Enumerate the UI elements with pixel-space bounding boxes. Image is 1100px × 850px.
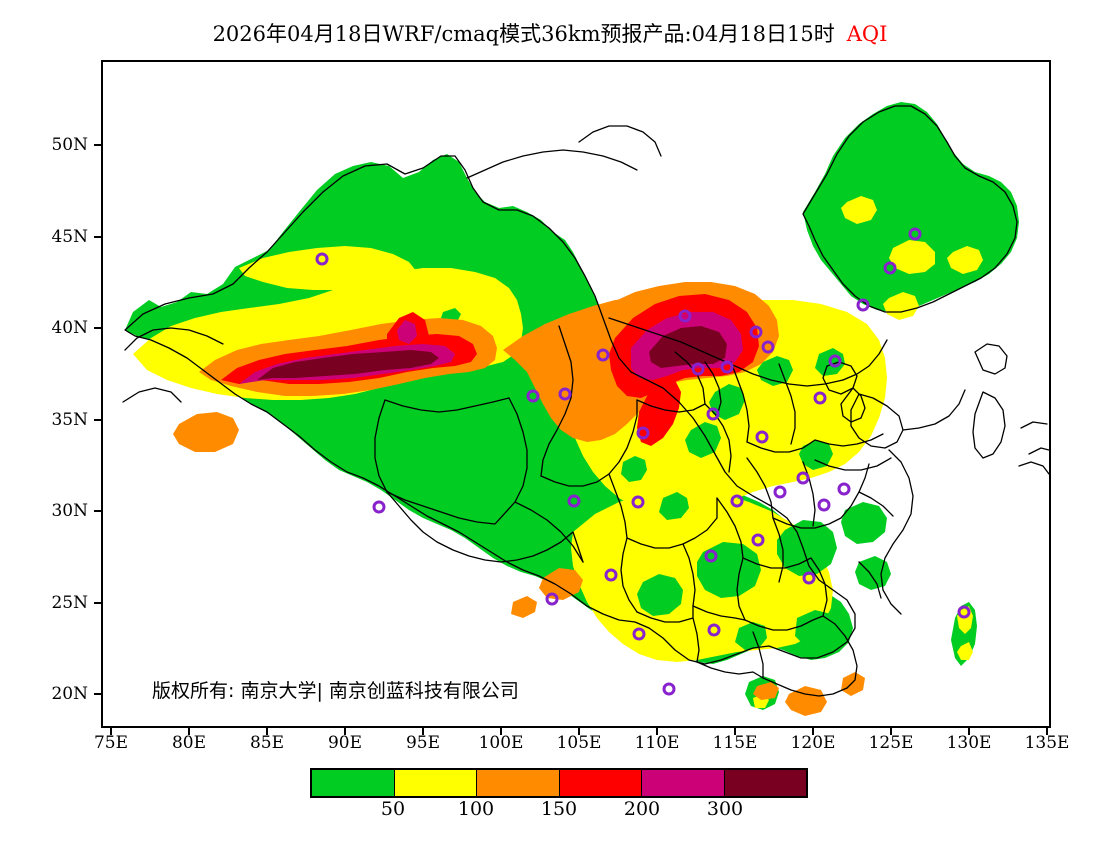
y-tick-label: 25N (51, 593, 88, 613)
colorbar-tick-labels: 50 100 150 200 300 (310, 798, 808, 824)
x-tick-label: 115E (712, 733, 758, 753)
station-marker (636, 426, 650, 440)
station-marker (773, 485, 787, 499)
copyright-watermark: 版权所有: 南京大学| 南京创蓝科技有限公司 (152, 680, 519, 702)
colorbar-segment-hazardous (723, 770, 806, 796)
station-marker (883, 261, 897, 275)
x-tick-label: 110E (634, 733, 680, 753)
colorbar-tick-label: 150 (540, 798, 578, 820)
station-marker (704, 549, 718, 563)
colorbar-tick-label: 50 (380, 798, 406, 820)
station-marker (802, 571, 816, 585)
x-tick-label: 135E (1024, 733, 1070, 753)
station-marker (372, 500, 386, 514)
station-marker (707, 623, 721, 637)
station-marker (796, 471, 810, 485)
station-marker (558, 387, 572, 401)
aqi-colorbar (310, 768, 808, 798)
y-tick-label: 30N (51, 501, 88, 521)
station-marker (837, 482, 851, 496)
x-tick-label: 100E (478, 733, 524, 753)
x-tick-label: 130E (946, 733, 992, 753)
map-canvas (103, 62, 1049, 726)
colorbar-segment-unhealthy (558, 770, 641, 796)
station-marker (604, 568, 618, 582)
station-marker (813, 391, 827, 405)
station-marker (691, 362, 705, 376)
colorbar-segment-unhealthy-sens (476, 770, 559, 796)
y-tick-label: 40N (51, 318, 88, 338)
colorbar-tick-label: 200 (623, 798, 661, 820)
station-marker (908, 227, 922, 241)
station-marker (596, 348, 610, 362)
station-marker (817, 498, 831, 512)
station-marker (662, 682, 676, 696)
map-borders (122, 105, 1049, 697)
x-tick-label: 95E (405, 733, 441, 753)
page-title: 2026年04月18日WRF/cmaq模式36km预报产品:04月18日15时 A… (0, 18, 1100, 48)
station-marker (749, 325, 763, 339)
y-tick-label: 50N (51, 135, 88, 155)
y-tick-label: 45N (51, 227, 88, 247)
station-marker (755, 430, 769, 444)
station-marker (526, 389, 540, 403)
aqi-band-maroon (257, 326, 727, 380)
station-marker (957, 605, 971, 619)
title-text: 2026年04月18日WRF/cmaq模式36km预报产品:04月18日15时 (212, 22, 835, 46)
colorbar-segment-good (312, 770, 394, 796)
x-tick-label: 75E (93, 733, 129, 753)
colorbar-tick-label: 300 (706, 798, 744, 820)
x-tick-label: 120E (790, 733, 836, 753)
station-marker (632, 627, 646, 641)
station-marker (631, 495, 645, 509)
colorbar-segment-moderate (393, 770, 476, 796)
colorbar-tick-label: 100 (457, 798, 495, 820)
x-tick-label: 105E (556, 733, 602, 753)
y-tick-label: 35N (51, 410, 88, 430)
x-tick-label: 85E (249, 733, 285, 753)
y-tick-label: 20N (51, 684, 88, 704)
station-marker (828, 354, 842, 368)
map-plot-area (101, 60, 1051, 728)
colorbar-segment-very-unhealthy (641, 770, 724, 796)
aqi-green-pockets (327, 308, 891, 650)
station-marker (856, 298, 870, 312)
station-marker (730, 494, 744, 508)
x-tick-label: 125E (868, 733, 914, 753)
x-tick-label: 80E (171, 733, 207, 753)
station-marker (315, 252, 329, 266)
station-marker (751, 533, 765, 547)
station-marker (567, 494, 581, 508)
station-marker (706, 407, 720, 421)
station-marker (720, 360, 734, 374)
x-tick-label: 90E (327, 733, 363, 753)
station-marker (761, 340, 775, 354)
station-marker (545, 592, 559, 606)
title-variable-label: AQI (846, 22, 888, 46)
station-marker (678, 309, 692, 323)
station-markers (315, 227, 971, 696)
